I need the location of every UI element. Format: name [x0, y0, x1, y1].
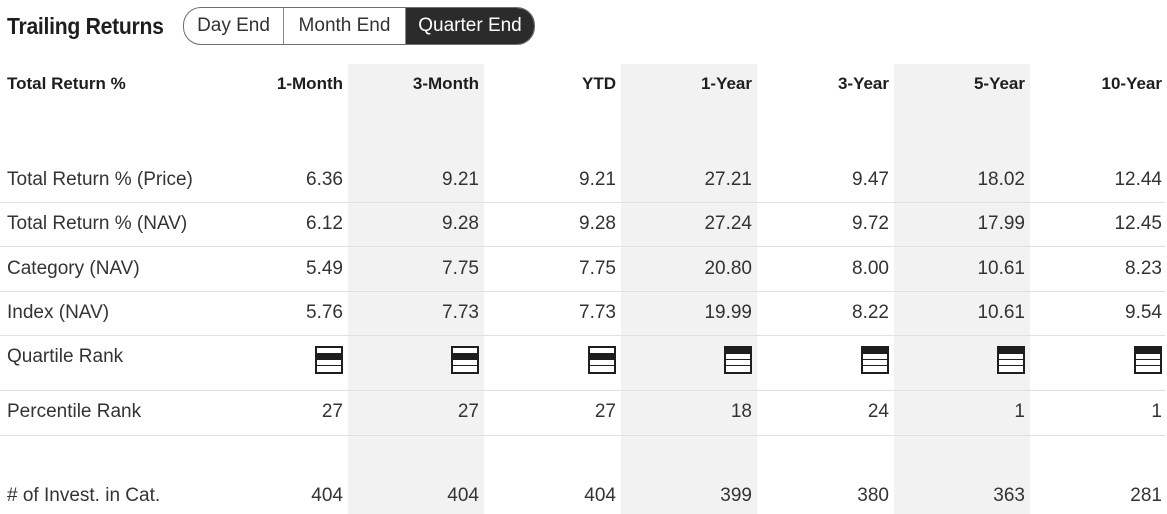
trailing-returns-header: Trailing Returns Day End Month End Quart… [7, 7, 535, 45]
table-cell: 24 [867, 401, 889, 422]
table-cell: 9.28 [579, 213, 616, 234]
table-cell: 27 [594, 401, 616, 422]
table-cell: 9.28 [442, 213, 479, 234]
table-cell: 12.44 [1114, 169, 1162, 190]
column-shade [894, 64, 1030, 514]
table-cell: 27.24 [704, 213, 752, 234]
table-cell: 18.02 [977, 169, 1025, 190]
table-cell: 9.72 [852, 213, 889, 234]
row-divider [0, 202, 1165, 203]
row-label: Total Return % (Price) [7, 169, 193, 190]
row-label: Category (NAV) [7, 258, 140, 279]
table-cell: 27 [457, 401, 479, 422]
table-cell: 8.00 [852, 258, 889, 279]
table-cell: 404 [584, 485, 616, 506]
row-label: Index (NAV) [7, 302, 110, 323]
table-cell: 9.21 [442, 169, 479, 190]
row-divider [0, 390, 1165, 391]
table-cell: 404 [447, 485, 479, 506]
quartile-rank-icon [1134, 346, 1162, 374]
table-cell: 404 [311, 485, 343, 506]
column-header: 1-Year [700, 74, 752, 93]
table-cell: 9.47 [852, 169, 889, 190]
table-cell: 8.23 [1125, 258, 1162, 279]
row-divider [0, 246, 1165, 247]
column-header: 5-Year [973, 74, 1025, 93]
table-cell: 9.54 [1125, 302, 1162, 323]
table-cell: 27.21 [704, 169, 752, 190]
row-divider [0, 435, 1165, 436]
row-label: Total Return % (NAV) [7, 213, 188, 234]
table-cell: 12.45 [1114, 213, 1162, 234]
table-cell: 1 [1014, 401, 1025, 422]
quartile-rank-label: Quartile Rank [7, 346, 124, 367]
tab-quarter-end[interactable]: Quarter End [406, 8, 534, 44]
table-cell: 5.49 [306, 258, 343, 279]
table-cell: 27 [321, 401, 343, 422]
quartile-rank-icon [861, 346, 889, 374]
column-header: 3-Year [837, 74, 889, 93]
column-header: 1-Month [276, 74, 343, 93]
quartile-rank-icon [451, 346, 479, 374]
table-cell: 20.80 [704, 258, 752, 279]
column-header: 3-Month [412, 74, 479, 93]
table-cell: 10.61 [977, 302, 1025, 323]
table-cell: 9.21 [579, 169, 616, 190]
quartile-rank-icon [724, 346, 752, 374]
column-shade [348, 64, 484, 514]
table-cell: 6.36 [306, 169, 343, 190]
table-cell: 17.99 [977, 213, 1025, 234]
table-cell: 6.12 [306, 213, 343, 234]
period-toggle: Day End Month End Quarter End [183, 7, 535, 45]
table-cell: 7.75 [442, 258, 479, 279]
investments-count-label: # of Invest. in Cat. [7, 485, 161, 506]
table-cell: 10.61 [977, 258, 1025, 279]
table-cell: 363 [993, 485, 1025, 506]
table-cell: 19.99 [704, 302, 752, 323]
quartile-rank-icon [315, 346, 343, 374]
corner-header: Total Return % [7, 74, 126, 93]
column-shade [621, 64, 757, 514]
row-divider [0, 335, 1165, 336]
table-cell: 18 [730, 401, 752, 422]
table-cell: 8.22 [852, 302, 889, 323]
table-cell: 399 [720, 485, 752, 506]
column-header: YTD [582, 74, 616, 93]
table-cell: 7.73 [442, 302, 479, 323]
table-cell: 281 [1130, 485, 1162, 506]
column-header: 10-Year [1101, 74, 1163, 93]
table-cell: 7.75 [579, 258, 616, 279]
quartile-rank-icon [997, 346, 1025, 374]
table-cell: 380 [857, 485, 889, 506]
tab-day-end[interactable]: Day End [184, 8, 284, 44]
tab-month-end[interactable]: Month End [284, 8, 406, 44]
row-divider [0, 291, 1165, 292]
table-cell: 7.73 [579, 302, 616, 323]
table-cell: 5.76 [306, 302, 343, 323]
percentile-rank-label: Percentile Rank [7, 401, 142, 422]
section-title: Trailing Returns [7, 12, 164, 39]
table-cell: 1 [1151, 401, 1162, 422]
quartile-rank-icon [588, 346, 616, 374]
